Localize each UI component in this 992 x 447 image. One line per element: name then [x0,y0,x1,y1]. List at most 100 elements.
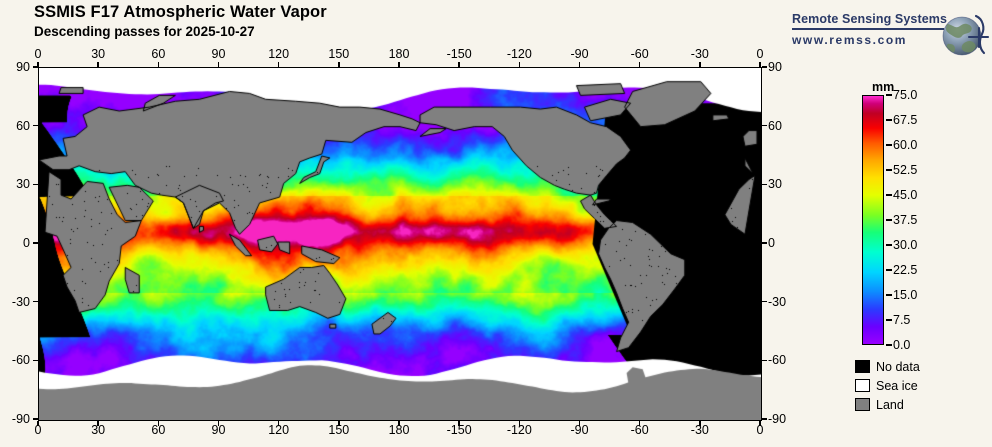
y-axis-tick [762,360,767,362]
x-axis-tick-label: -150 [447,424,472,436]
colorbar-tick-label: 22.5 [893,263,917,277]
y-axis-tick-label: 90 [768,61,782,73]
colorbar-tick [886,319,892,321]
x-axis-tick [639,62,641,67]
colorbar-tick [886,244,892,246]
x-axis-tick [579,421,581,426]
legend-item: Land [855,395,920,414]
x-axis-tick [158,62,160,67]
colorbar-tick [886,294,892,296]
page-subtitle: Descending passes for 2025-10-27 [34,23,327,40]
x-axis-tick-label: -120 [507,424,532,436]
colorbar-tick [886,169,892,171]
y-axis-tick [762,418,767,420]
x-axis-tick-label: -150 [447,48,472,60]
colorbar-tick-label: 45.0 [893,188,917,202]
x-axis-tick-label: 180 [389,48,410,60]
y-axis-tick-label: -60 [768,354,786,366]
legend-item: Sea ice [855,376,920,395]
x-axis-tick [458,62,460,67]
y-axis-tick [33,242,38,244]
x-axis-tick [579,62,581,67]
colorbar-tick [886,344,892,346]
colorbar-tick-label: 60.0 [893,138,917,152]
legend-label: Sea ice [876,379,918,393]
x-axis-tick-label: 0 [35,424,42,436]
x-axis-tick [338,62,340,67]
colorbar-tick [886,219,892,221]
y-axis-tick-label: -30 [768,296,786,308]
logo-text: Remote Sensing Systems www.remss.com [792,12,944,47]
x-axis-tick-label: -90 [570,48,588,60]
y-axis-tick [33,301,38,303]
x-axis-tick [37,421,39,426]
x-axis-tick [699,62,701,67]
y-axis-tick [762,301,767,303]
x-axis-tick-label: 90 [212,48,226,60]
y-axis-tick-label: -30 [2,296,30,308]
y-axis-tick [33,125,38,127]
x-axis-tick-label: -30 [691,48,709,60]
x-axis-tick-label: 180 [389,424,410,436]
page-title: SSMIS F17 Atmospheric Water Vapor [34,3,327,22]
map-legend: No data Sea ice Land [855,357,920,414]
y-axis-tick [762,125,767,127]
x-axis-tick-label: -30 [691,424,709,436]
colorbar-tick-label: 37.5 [893,213,917,227]
y-axis-tick-label: 0 [768,237,775,249]
globe-icon [936,8,990,64]
y-axis-tick-label: 30 [768,178,782,190]
colorbar-tick-label: 30.0 [893,238,917,252]
colorbar-tick [886,269,892,271]
logo-website-url: www.remss.com [792,33,944,47]
x-axis-tick-label: 0 [757,424,764,436]
x-axis-tick [278,421,280,426]
legend-label: Land [876,398,904,412]
map-plot-area[interactable] [38,67,762,421]
x-axis-tick-label: 30 [91,424,105,436]
x-axis-tick-label: 60 [151,424,165,436]
colorbar-tick [886,144,892,146]
x-axis-tick [218,421,220,426]
x-axis-tick-label: 0 [757,48,764,60]
x-axis-tick-label: -120 [507,48,532,60]
y-axis-tick-label: 0 [2,237,30,249]
colorbar-gradient [863,96,883,344]
legend-item: No data [855,357,920,376]
colorbar-unit-label: mm [872,80,894,94]
title-block: SSMIS F17 Atmospheric Water Vapor Descen… [34,3,327,40]
x-axis-tick-label: -60 [631,424,649,436]
y-axis-tick-label: 30 [2,178,30,190]
y-axis-tick-label: -60 [2,354,30,366]
colorbar-tick-label: 7.5 [893,313,910,327]
x-axis-tick-label: 120 [268,48,289,60]
colorbar-tick [886,94,892,96]
x-axis-tick-label: 120 [268,424,289,436]
y-axis-tick-label: 60 [768,120,782,132]
x-axis-tick [158,421,160,426]
y-axis-tick [33,184,38,186]
y-axis-tick [762,184,767,186]
x-axis-tick-label: -90 [570,424,588,436]
colorbar-tick [886,119,892,121]
water-vapor-map[interactable] [39,68,761,420]
x-axis-tick [338,421,340,426]
x-axis-tick-label: 30 [91,48,105,60]
x-axis-tick [458,421,460,426]
y-axis-tick [762,242,767,244]
legend-swatch [855,398,870,411]
colorbar-tick-label: 52.5 [893,163,917,177]
y-axis-tick-label: -90 [768,413,786,425]
x-axis-tick [519,421,521,426]
x-axis-tick-label: 150 [328,48,349,60]
x-axis-tick-label: -60 [631,48,649,60]
logo-divider [792,28,944,30]
y-axis-tick [33,66,38,68]
colorbar-tick-label: 0.0 [893,338,910,352]
x-axis-tick-label: 150 [328,424,349,436]
colorbar[interactable] [862,95,884,345]
legend-swatch [855,379,870,392]
colorbar-tick-label: 67.5 [893,113,917,127]
remss-logo[interactable]: Remote Sensing Systems www.remss.com [792,8,988,68]
x-axis-tick-label: 0 [35,48,42,60]
